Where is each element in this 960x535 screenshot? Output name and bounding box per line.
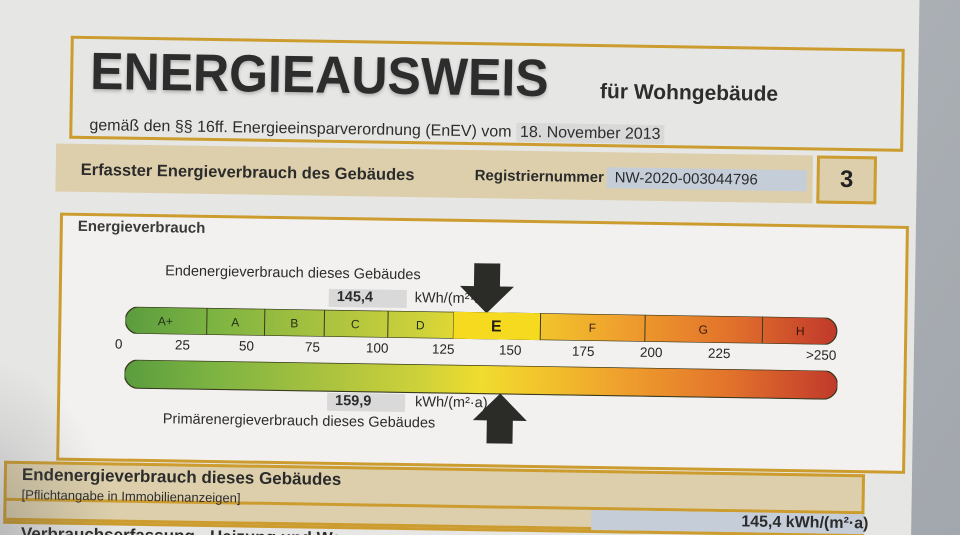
svg-text:A+: A+ <box>158 314 173 328</box>
svg-text:A: A <box>231 315 239 329</box>
svg-text:F: F <box>589 321 597 335</box>
svg-text:C: C <box>351 317 360 331</box>
svg-text:E: E <box>491 318 502 335</box>
svg-text:G: G <box>699 323 709 337</box>
svg-text:D: D <box>416 318 425 332</box>
svg-text:B: B <box>290 316 298 330</box>
svg-text:H: H <box>796 324 805 338</box>
